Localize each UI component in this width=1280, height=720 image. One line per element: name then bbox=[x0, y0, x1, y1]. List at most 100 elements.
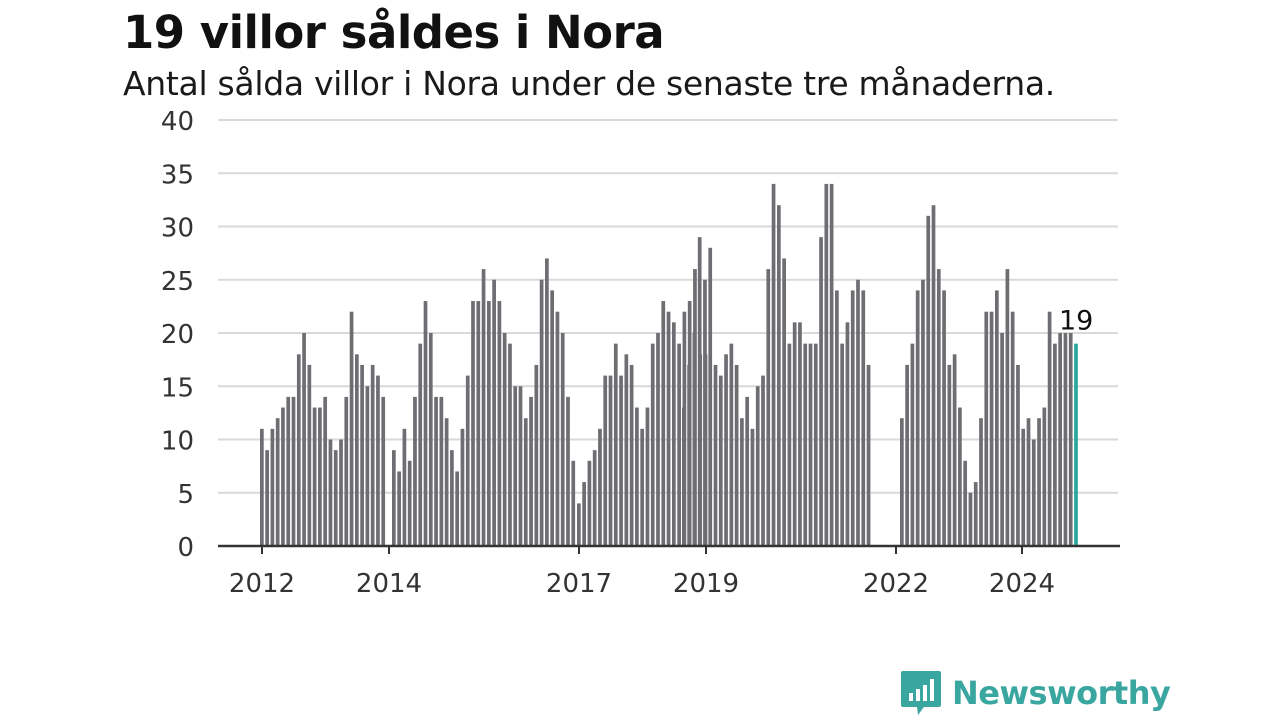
bar bbox=[952, 354, 957, 546]
bar bbox=[803, 343, 808, 546]
bar bbox=[682, 407, 686, 546]
bar bbox=[476, 301, 481, 546]
bar bbox=[481, 269, 486, 546]
y-tick-label: 25 bbox=[161, 267, 194, 297]
bar bbox=[645, 407, 650, 546]
bar bbox=[307, 364, 312, 546]
y-tick-label: 35 bbox=[161, 160, 194, 190]
bar bbox=[286, 396, 291, 546]
bar bbox=[318, 407, 322, 546]
bar bbox=[560, 333, 565, 546]
bar bbox=[640, 428, 645, 546]
x-tick-label: 2019 bbox=[673, 569, 739, 599]
bar bbox=[407, 460, 412, 546]
bar bbox=[994, 290, 999, 546]
x-tick-label: 2017 bbox=[546, 569, 612, 599]
bar bbox=[392, 450, 396, 546]
bar bbox=[755, 386, 760, 546]
bar bbox=[861, 290, 866, 546]
bar bbox=[1031, 439, 1036, 546]
bar bbox=[455, 471, 460, 546]
bar bbox=[629, 364, 634, 546]
bar bbox=[534, 364, 539, 546]
bar bbox=[692, 333, 697, 546]
bar bbox=[989, 311, 994, 546]
bar bbox=[349, 311, 354, 546]
bar bbox=[819, 237, 823, 546]
bar bbox=[792, 322, 797, 546]
bar bbox=[1058, 333, 1063, 546]
bar bbox=[968, 492, 973, 546]
bar bbox=[545, 258, 549, 546]
newsworthy-wordmark: Newsworthy bbox=[952, 674, 1171, 712]
bar bbox=[921, 279, 925, 546]
bar bbox=[624, 354, 629, 546]
bar bbox=[323, 396, 328, 546]
bar bbox=[460, 428, 465, 546]
bar bbox=[984, 311, 989, 546]
bar bbox=[550, 290, 555, 546]
bar bbox=[973, 482, 978, 546]
bar bbox=[598, 428, 602, 546]
bar bbox=[947, 364, 952, 546]
bar bbox=[936, 269, 941, 546]
bar bbox=[571, 460, 576, 546]
data-label-latest: 19 bbox=[1059, 306, 1093, 337]
bar bbox=[291, 396, 296, 546]
bar bbox=[619, 375, 623, 546]
y-tick-label: 0 bbox=[177, 533, 194, 563]
bar bbox=[513, 386, 518, 546]
bar bbox=[850, 290, 855, 546]
newsworthy-logo-icon bbox=[901, 671, 941, 715]
bar bbox=[910, 343, 915, 546]
bar bbox=[798, 322, 802, 546]
x-tick-label: 2024 bbox=[989, 569, 1055, 599]
bar bbox=[671, 322, 676, 546]
bar bbox=[423, 301, 428, 546]
bar bbox=[582, 482, 586, 546]
bar bbox=[1016, 364, 1020, 546]
bar bbox=[931, 205, 936, 546]
bar bbox=[808, 343, 813, 546]
bar bbox=[302, 333, 306, 546]
bar bbox=[782, 258, 786, 546]
x-tick-label: 2014 bbox=[356, 569, 422, 599]
bar bbox=[845, 322, 850, 546]
bar bbox=[740, 418, 744, 546]
bar bbox=[708, 247, 713, 547]
bar bbox=[360, 364, 364, 546]
bar bbox=[328, 439, 333, 546]
bar bbox=[666, 311, 671, 546]
bar bbox=[1000, 333, 1004, 546]
bar bbox=[312, 407, 317, 546]
bar bbox=[418, 343, 423, 546]
bar bbox=[958, 407, 962, 546]
bar bbox=[776, 205, 781, 546]
bar bbox=[518, 386, 523, 546]
bar bbox=[813, 343, 818, 546]
x-tick-label: 2022 bbox=[863, 569, 929, 599]
bar bbox=[829, 183, 834, 546]
bar bbox=[577, 503, 581, 546]
bar bbox=[608, 375, 613, 546]
bar bbox=[1026, 418, 1031, 546]
bar bbox=[1063, 333, 1068, 546]
bar bbox=[486, 301, 491, 546]
bar bbox=[539, 279, 544, 546]
bar bbox=[787, 343, 792, 546]
bar bbox=[650, 343, 655, 546]
bar bbox=[397, 471, 401, 546]
bar bbox=[963, 460, 968, 546]
bar bbox=[497, 301, 502, 546]
bar bbox=[1047, 311, 1052, 546]
bar bbox=[465, 375, 470, 546]
bar bbox=[434, 396, 438, 546]
bar bbox=[492, 279, 496, 546]
bar bbox=[635, 407, 639, 546]
bar bbox=[592, 450, 597, 546]
bar bbox=[339, 439, 343, 546]
bar bbox=[402, 428, 407, 546]
bar bbox=[413, 396, 417, 546]
bar bbox=[1042, 407, 1047, 546]
bar bbox=[656, 333, 660, 546]
